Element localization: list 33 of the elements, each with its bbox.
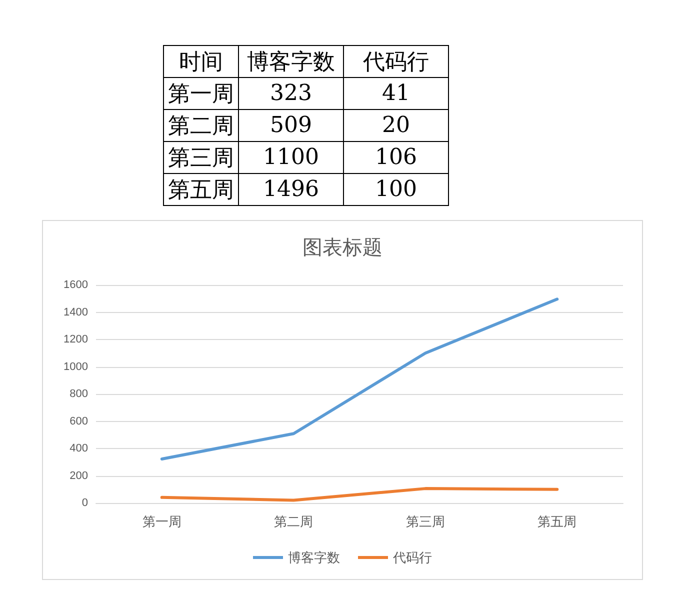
x-tick-label: 第五周 [538, 514, 577, 529]
category-label: 第二周 [168, 114, 234, 138]
y-tick-label: 400 [70, 442, 88, 454]
text: 106 [344, 142, 448, 174]
text: 时间 [164, 46, 238, 78]
y-tick-label: 1200 [64, 334, 88, 346]
y-tick-label: 200 [70, 470, 88, 482]
text: 100 [344, 174, 448, 206]
line-series [160, 298, 559, 460]
x-tick-label: 第二周 [274, 514, 314, 529]
y-tick-label: 800 [70, 388, 88, 400]
line-series [160, 487, 559, 502]
chart-title: 图表标题 [302, 237, 382, 259]
text: 20 [344, 110, 448, 142]
y-tick-label: 1400 [64, 306, 88, 318]
y-tick-label: 1600 [64, 279, 88, 291]
text: 代码行 [363, 50, 429, 74]
text: 1100 [238, 142, 344, 174]
x-tick-label: 第一周 [142, 514, 182, 529]
legend-label: 代码行 [392, 550, 432, 565]
legend-label: 博客字数 [288, 550, 340, 565]
y-tick-label: 1000 [64, 360, 88, 373]
category-label: 第一周 [168, 82, 234, 106]
text: 1496 [238, 174, 344, 206]
y-tick-label: 0 [82, 497, 88, 509]
text: 41 [344, 78, 448, 110]
x-tick-label: 第三周 [406, 514, 445, 529]
category-label: 第三周 [168, 146, 234, 170]
text: 509 [238, 110, 344, 142]
category-label: 第五周 [168, 178, 234, 202]
text: 323 [238, 78, 344, 110]
y-tick-label: 600 [70, 415, 88, 428]
text: 博客字数 [247, 50, 335, 74]
